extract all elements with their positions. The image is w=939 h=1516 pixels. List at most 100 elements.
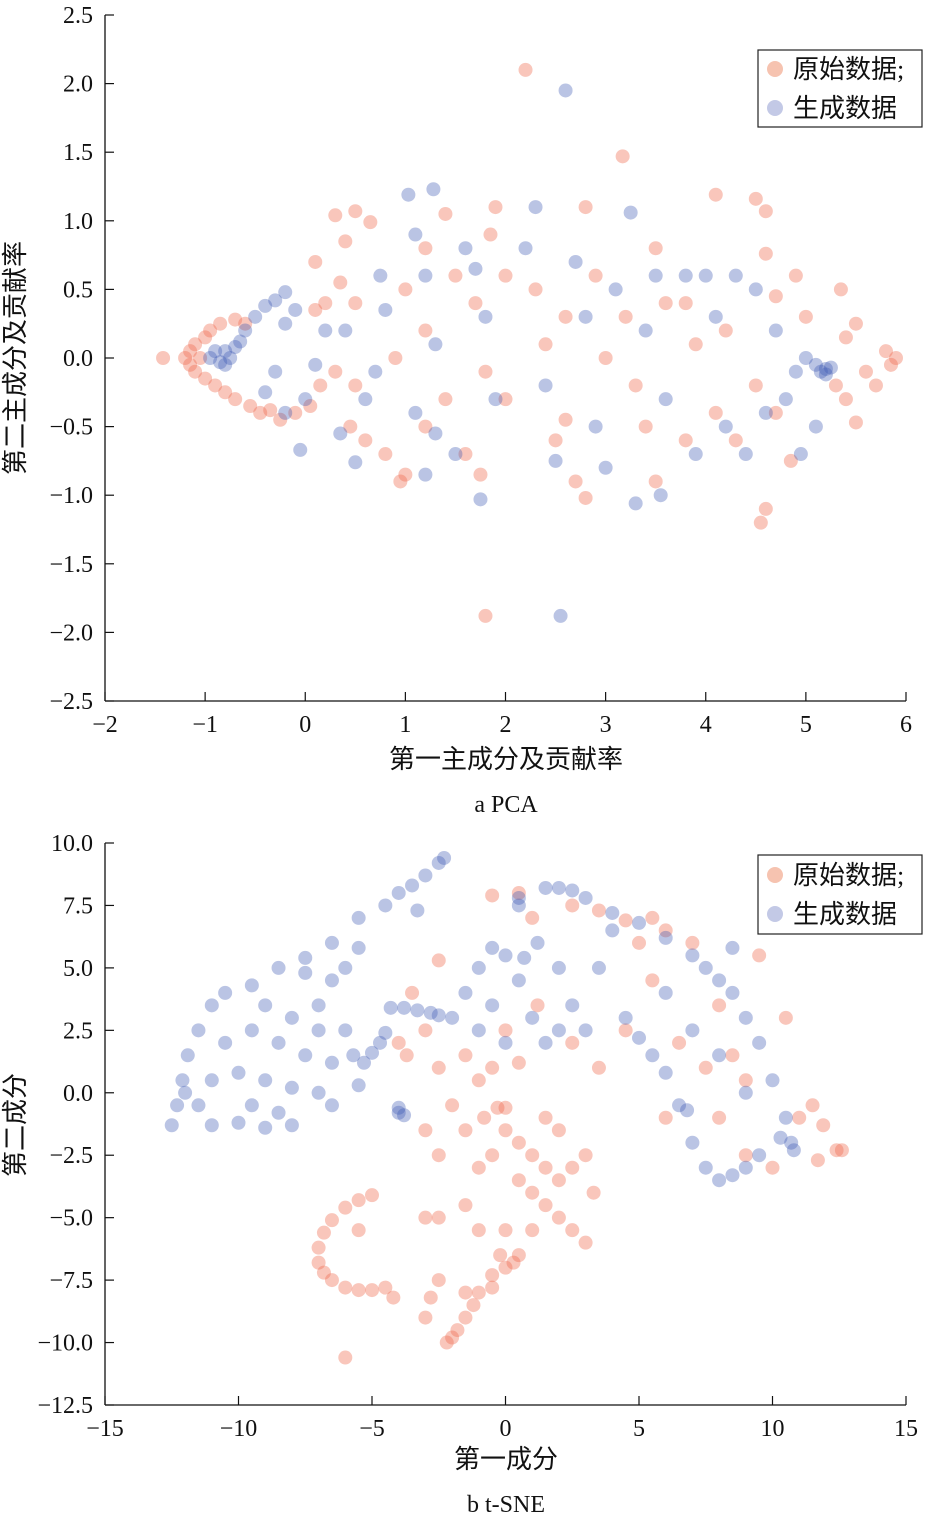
point-original xyxy=(565,1223,580,1238)
point-generated xyxy=(808,357,823,372)
point-original xyxy=(551,1173,566,1188)
point-original xyxy=(678,433,693,448)
points xyxy=(156,62,903,623)
point-original xyxy=(558,309,573,324)
point-generated xyxy=(525,1010,540,1025)
point-generated xyxy=(458,241,473,256)
point-generated xyxy=(284,1118,299,1133)
point-generated xyxy=(271,1035,286,1050)
point-generated xyxy=(204,1073,219,1088)
x-tick-label: 0 xyxy=(500,1416,512,1442)
point-original xyxy=(318,296,333,311)
point-generated xyxy=(712,1048,727,1063)
point-original xyxy=(398,467,413,482)
point-original xyxy=(378,1280,393,1295)
legend-marker-generated xyxy=(767,100,783,116)
point-original xyxy=(498,1223,513,1238)
point-generated xyxy=(218,344,233,359)
point-original xyxy=(858,364,873,379)
point-original xyxy=(418,1210,433,1225)
point-original xyxy=(728,433,743,448)
point-generated xyxy=(548,453,563,468)
point-original xyxy=(393,474,408,489)
point-generated xyxy=(813,364,828,379)
point-original xyxy=(758,204,773,219)
point-generated xyxy=(645,1048,660,1063)
point-generated xyxy=(608,282,623,297)
x-tick-label: 3 xyxy=(600,712,612,738)
point-original xyxy=(238,316,253,331)
point-generated xyxy=(278,285,293,300)
point-original xyxy=(351,1283,366,1298)
point-original xyxy=(358,433,373,448)
point-original xyxy=(418,323,433,338)
point-generated xyxy=(773,1130,788,1145)
y-tick-label: −2.0 xyxy=(49,620,93,646)
point-original xyxy=(525,1185,540,1200)
point-original xyxy=(718,323,733,338)
x-tick-label: 15 xyxy=(894,1416,918,1442)
point-original xyxy=(208,378,223,393)
point-generated xyxy=(538,378,553,393)
point-generated xyxy=(428,426,443,441)
point-original xyxy=(632,935,646,950)
point-generated xyxy=(218,985,233,1000)
point-original xyxy=(883,357,898,372)
point-generated xyxy=(180,1048,195,1063)
point-generated xyxy=(204,1118,219,1133)
point-original xyxy=(478,364,493,379)
point-generated xyxy=(391,1105,406,1120)
point-original xyxy=(685,935,700,950)
point-generated xyxy=(738,447,753,462)
point-generated xyxy=(578,890,593,905)
point-generated xyxy=(498,1035,513,1050)
point-original xyxy=(838,392,853,407)
point-original xyxy=(473,467,488,482)
point-original xyxy=(708,405,723,420)
point-generated xyxy=(298,965,313,980)
point-generated xyxy=(618,1010,633,1025)
point-generated xyxy=(458,985,473,1000)
point-generated xyxy=(244,978,259,993)
point-generated xyxy=(311,998,326,1013)
point-original xyxy=(578,490,593,505)
point-original xyxy=(638,419,653,434)
y-tick-label: 0.0 xyxy=(63,1081,93,1107)
point-original xyxy=(351,1223,366,1238)
point-generated xyxy=(164,1118,179,1133)
point-original xyxy=(758,246,773,261)
point-generated xyxy=(383,1000,398,1015)
point-generated xyxy=(218,1035,233,1050)
point-generated xyxy=(401,187,416,202)
point-generated xyxy=(351,1078,366,1093)
point-generated xyxy=(391,1100,406,1115)
point-generated xyxy=(324,1055,339,1070)
point-generated xyxy=(324,935,339,950)
point-generated xyxy=(498,948,513,963)
point-generated xyxy=(231,1065,246,1080)
point-original xyxy=(783,453,798,468)
point-generated xyxy=(410,1003,425,1018)
y-tick-label: −1.0 xyxy=(49,483,93,509)
point-original xyxy=(156,351,171,365)
point-original xyxy=(471,1223,486,1238)
point-original xyxy=(511,1173,526,1188)
point-original xyxy=(485,1148,500,1163)
point-original xyxy=(263,403,278,418)
point-original xyxy=(273,412,288,427)
y-tick-label: −2.5 xyxy=(49,1143,93,1169)
x-tick-label: 1 xyxy=(399,712,411,738)
point-original xyxy=(548,433,563,448)
point-original xyxy=(348,296,363,311)
point-original xyxy=(748,378,763,393)
x-tick-label: −15 xyxy=(86,1416,124,1442)
y-tick-label: 2.5 xyxy=(63,3,93,29)
point-generated xyxy=(338,323,353,338)
point-original xyxy=(591,903,606,918)
x-axis-title: 第一成分 xyxy=(454,1445,558,1474)
point-original xyxy=(466,1298,481,1313)
point-original xyxy=(568,474,583,489)
point-generated xyxy=(308,357,323,372)
point-original xyxy=(588,268,603,283)
